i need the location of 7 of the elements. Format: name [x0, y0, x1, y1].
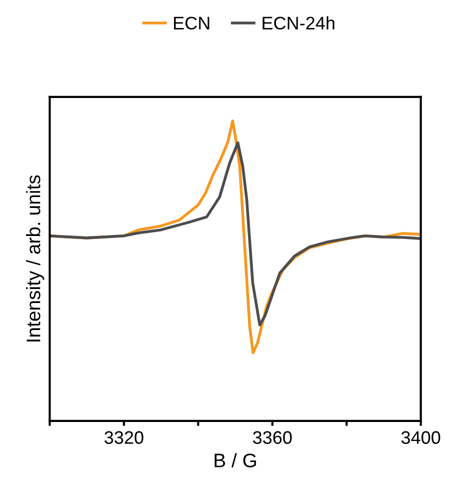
x-tick-label: 3360 [252, 431, 292, 444]
x-tick-label: 3400 [401, 431, 440, 444]
legend-label: ECN-24h [262, 16, 334, 30]
legend-label: ECN [174, 16, 210, 30]
y-axis-title: Intensity / arb. units [26, 175, 44, 342]
x-axis-title: B / G [214, 453, 256, 468]
x-tick-label: 3320 [104, 431, 144, 444]
